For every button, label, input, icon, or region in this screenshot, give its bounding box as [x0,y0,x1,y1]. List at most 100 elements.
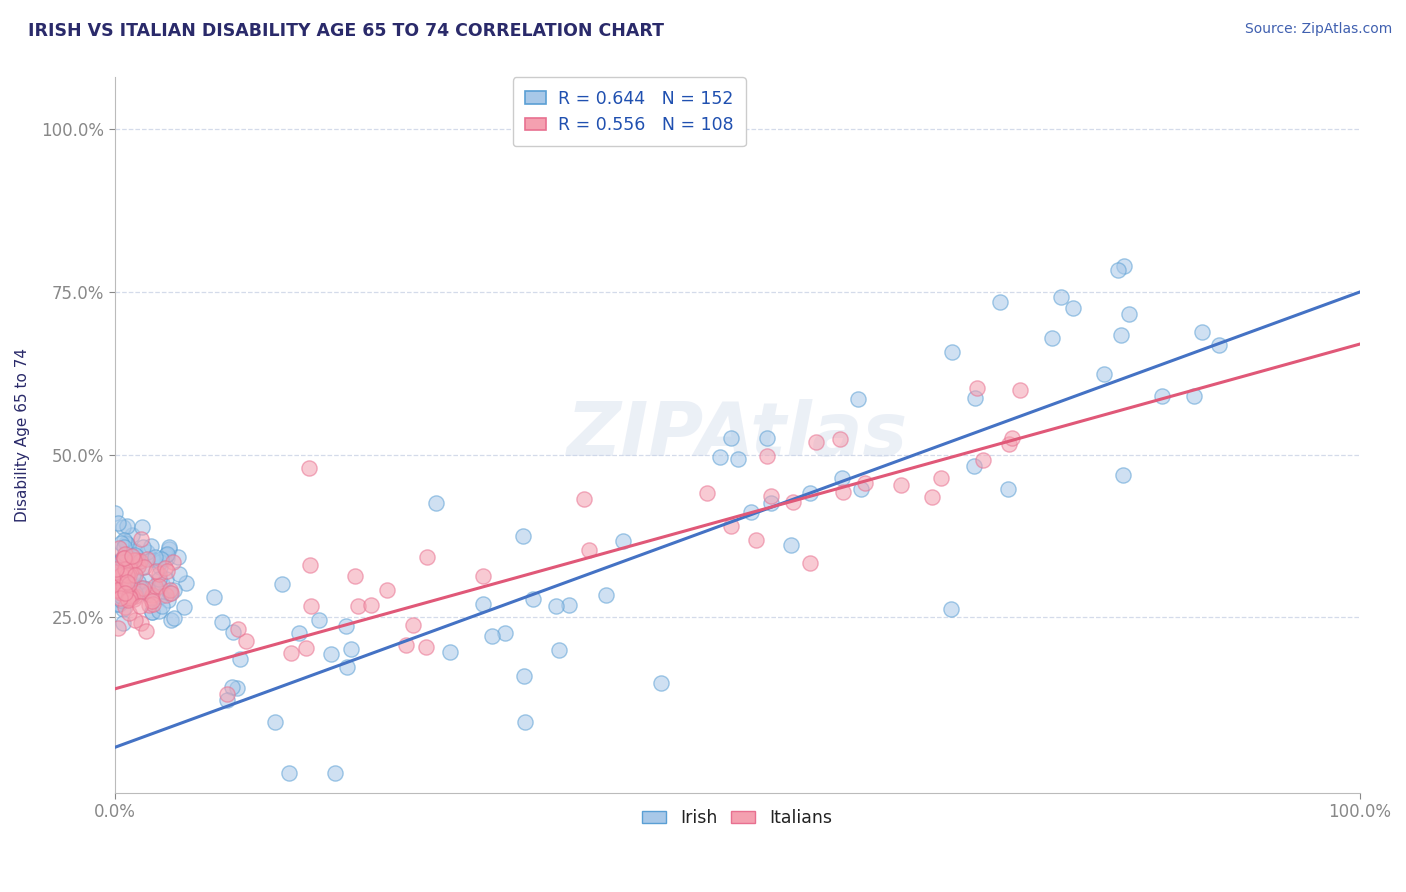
Point [141,552,163,566]
Point [143,578,166,592]
Point [163,611,186,625]
Point [105,582,128,597]
Point [110,589,132,603]
Point [107,579,129,593]
Point [127,559,149,574]
Point [299,599,322,613]
Point [107,597,129,611]
Y-axis label: Disability Age 65 to 74: Disability Age 65 to 74 [15,348,30,522]
Point [149,580,172,594]
Point [439,645,461,659]
Point [1208,338,1230,352]
Point [115,568,138,582]
Point [755,432,778,446]
Point [226,681,249,695]
Point [156,564,179,578]
Point [107,560,129,574]
Point [114,582,136,597]
Point [141,605,163,619]
Point [1001,431,1024,445]
Point [107,621,129,635]
Point [115,564,138,578]
Point [136,545,159,559]
Point [120,555,142,569]
Point [830,433,852,447]
Point [544,599,567,614]
Point [1050,290,1073,304]
Point [155,548,177,562]
Point [780,538,803,552]
Point [211,615,233,629]
Point [108,574,131,589]
Point [141,605,163,619]
Point [120,563,142,577]
Point [173,599,195,614]
Point [156,593,179,607]
Point [104,565,127,579]
Point [125,553,148,567]
Point [972,453,994,467]
Point [966,381,988,395]
Point [114,586,136,600]
Point [799,556,821,570]
Point [148,579,170,593]
Point [298,461,321,475]
Point [104,565,127,579]
Point [117,607,139,621]
Point [138,599,160,613]
Point [235,634,257,648]
Point [720,519,742,533]
Point [115,562,138,576]
Point [141,588,163,602]
Point [849,482,872,496]
Point [112,579,135,593]
Point [221,624,243,639]
Point [118,547,141,561]
Point [122,577,145,591]
Point [121,589,143,603]
Point [512,529,534,543]
Point [1191,325,1213,339]
Point [142,597,165,611]
Point [117,592,139,607]
Point [121,527,143,541]
Point [122,552,145,566]
Point [120,586,142,600]
Point [229,652,252,666]
Point [513,715,536,730]
Point [112,551,135,566]
Point [131,583,153,598]
Point [114,562,136,576]
Point [108,591,131,606]
Point [416,550,439,565]
Point [117,519,139,533]
Point [323,766,346,780]
Point [756,449,779,463]
Point [153,561,176,575]
Point [744,533,766,547]
Point [120,555,142,569]
Point [299,558,322,572]
Point [110,567,132,582]
Point [131,559,153,574]
Point [425,496,447,510]
Point [402,618,425,632]
Point [107,570,129,584]
Point [103,506,125,520]
Point [118,560,141,574]
Point [595,588,617,602]
Point [115,558,138,573]
Point [124,589,146,603]
Point [1112,468,1135,483]
Point [159,583,181,598]
Point [112,578,135,592]
Point [105,562,128,576]
Point [124,586,146,600]
Point [121,578,143,592]
Point [1150,389,1173,403]
Point [136,552,159,566]
Point [111,552,134,566]
Point [159,586,181,600]
Point [108,555,131,569]
Point [120,561,142,575]
